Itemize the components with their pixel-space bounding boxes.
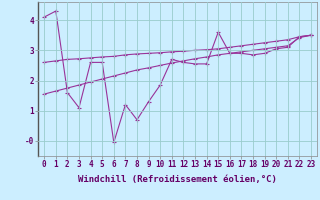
X-axis label: Windchill (Refroidissement éolien,°C): Windchill (Refroidissement éolien,°C)	[78, 175, 277, 184]
